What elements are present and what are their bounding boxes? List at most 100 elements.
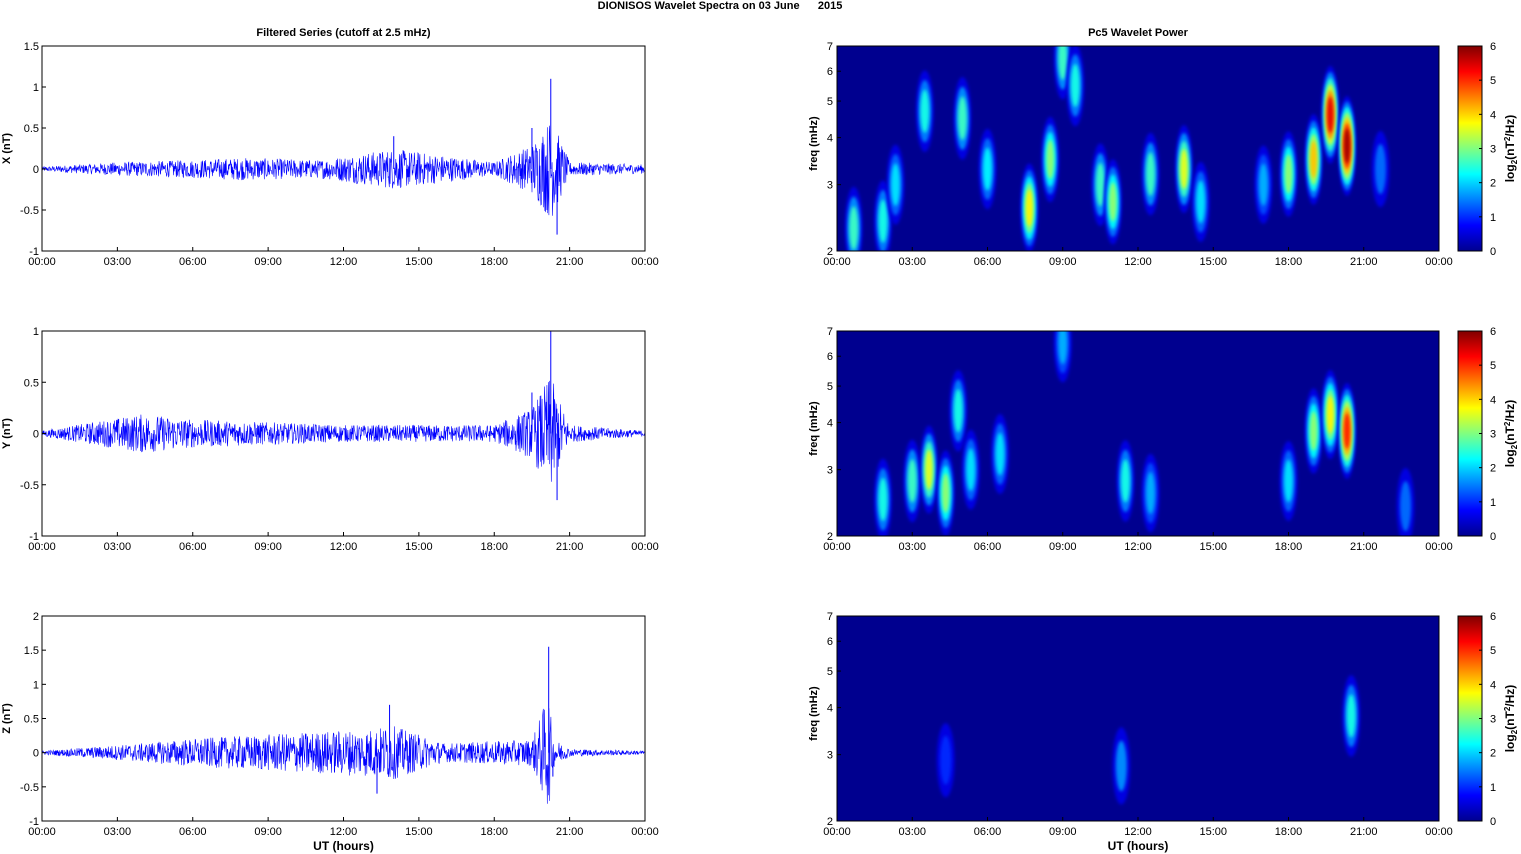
- ts-xtick-label: 09:00: [254, 826, 282, 838]
- colorbar-tick-label: 1: [1490, 212, 1496, 224]
- wv-xtick-label: 06:00: [974, 826, 1002, 838]
- ytick-label: 0.5: [24, 123, 39, 135]
- power-blob: [1284, 459, 1293, 503]
- timeseries-panel-2: -1 -0.5 0 0.5 1 00:00 03:00 06:00 09:00 12:00 15:0…: [1, 326, 659, 553]
- ytick-label: 6: [827, 66, 833, 78]
- colorbar-tick-label: 4: [1490, 394, 1496, 406]
- power-blob: [1343, 412, 1351, 449]
- ts-xtick-label: 00:00: [631, 826, 659, 838]
- ylabel: Y (nT): [1, 418, 13, 449]
- xlabel: UT (hours): [313, 839, 374, 853]
- power-blob: [1309, 411, 1318, 451]
- colorbar-label: log2(nT2/Hz): [1503, 115, 1519, 183]
- power-blob: [1400, 481, 1412, 532]
- power-blob: [1046, 139, 1054, 180]
- signal-trace: [41, 125, 646, 216]
- ytick-label: -1: [29, 246, 39, 258]
- wv-xtick-label: 12:00: [1124, 541, 1152, 553]
- colorbar-gradient: [1457, 45, 1483, 252]
- power-blob: [1284, 154, 1293, 194]
- xlabel: UT (hours): [1108, 839, 1169, 853]
- colorbar-tick-label: 2: [1490, 748, 1496, 760]
- ytick-label: 0: [33, 429, 39, 441]
- ytick-label: 3: [827, 750, 833, 762]
- wv-xtick-label: 18:00: [1275, 541, 1303, 553]
- power-blob: [995, 432, 1005, 476]
- power-blob: [1121, 459, 1130, 503]
- ytick-label: 1: [33, 82, 39, 94]
- ytick-label: 7: [827, 326, 833, 338]
- ts-xtick-label: 21:00: [556, 256, 584, 268]
- ts-xtick-label: 03:00: [104, 826, 132, 838]
- power-blob: [941, 473, 950, 513]
- ts-xtick-label: 03:00: [104, 256, 132, 268]
- ts-xtick-label: 06:00: [179, 826, 207, 838]
- ytick-label: 6: [827, 636, 833, 648]
- ts-xtick-label: 00:00: [631, 541, 659, 553]
- ts-xtick-label: 21:00: [556, 541, 584, 553]
- ylabel: Z (nT): [1, 703, 13, 734]
- power-blob: [966, 448, 976, 491]
- ts-xtick-label: 09:00: [254, 541, 282, 553]
- power-blob: [1196, 180, 1206, 224]
- power-blobs: [844, 46, 1390, 251]
- power-blob: [1374, 143, 1386, 195]
- colorbar-tick-label: 2: [1490, 463, 1496, 475]
- ts-xtick-label: 12:00: [330, 826, 358, 838]
- power-blob: [1058, 331, 1068, 365]
- colorbar-label: log2(nT2/Hz): [1503, 685, 1519, 753]
- wavelet-panel-1: 2 3 4 5 6 7 00:00 03:00 06:00 09:00 12:00 15:00 18:0…: [808, 27, 1519, 268]
- wv-xtick-label: 00:00: [1425, 826, 1453, 838]
- ytick-label: 3: [827, 180, 833, 192]
- colorbar-gradient: [1457, 615, 1483, 822]
- colorbar-tick-label: 3: [1490, 429, 1496, 441]
- wavelet-panel-3: 2 3 4 5 6 7 00:00 03:00 06:00 09:00 12:00 15:00 18:0…: [808, 611, 1519, 853]
- plot-area: [42, 46, 645, 251]
- colorbar-gradient: [1457, 330, 1483, 537]
- power-blob: [891, 163, 900, 206]
- signal-trace: [41, 708, 646, 804]
- colorbar-tick-label: 4: [1490, 109, 1496, 121]
- power-blob: [1058, 46, 1068, 80]
- heatmap-background: [837, 616, 1439, 821]
- ytick-label: 4: [827, 703, 833, 715]
- power-blob: [1096, 162, 1105, 207]
- signal-trace: [41, 380, 646, 482]
- ytick-label: 2: [827, 816, 833, 828]
- power-blob: [920, 89, 930, 133]
- power-blobs: [936, 675, 1361, 805]
- ylabel: freq (mHz): [808, 686, 820, 741]
- figure-title: DIONISOS Wavelet Spectra on 03 June 2015: [598, 0, 843, 12]
- ylabel: X (nT): [1, 133, 13, 164]
- power-blob: [878, 199, 888, 243]
- wv-xtick-label: 18:00: [1275, 256, 1303, 268]
- ytick-label: -1: [29, 816, 39, 828]
- wv-xtick-label: 12:00: [1124, 256, 1152, 268]
- wv-xtick-label: 21:00: [1350, 256, 1378, 268]
- power-blob: [1327, 96, 1334, 133]
- ytick-label: 5: [827, 666, 833, 678]
- wv-xtick-label: 21:00: [1350, 826, 1378, 838]
- ts-xtick-label: 00:00: [28, 826, 56, 838]
- ts-xtick-label: 12:00: [330, 256, 358, 268]
- colorbar-tick-label: 3: [1490, 144, 1496, 156]
- power-blob: [907, 459, 917, 503]
- ytick-label: 4: [827, 418, 833, 430]
- colorbar-tick-label: 3: [1490, 714, 1496, 726]
- power-blob: [1326, 396, 1334, 434]
- ytick-label: 0: [33, 164, 39, 176]
- ts-xtick-label: 00:00: [28, 541, 56, 553]
- power-blob: [1310, 140, 1317, 179]
- colorbar-tick-label: 1: [1490, 497, 1496, 509]
- ytick-label: 5: [827, 96, 833, 108]
- ylabel: freq (mHz): [808, 401, 820, 456]
- colorbar-tick-label: 2: [1490, 178, 1496, 190]
- wv-xtick-label: 00:00: [823, 541, 851, 553]
- wv-xtick-label: 00:00: [823, 826, 851, 838]
- power-blob: [878, 477, 888, 522]
- colorbar-tick-label: 0: [1490, 246, 1496, 258]
- ytick-label: 2: [33, 611, 39, 623]
- ts-xtick-label: 15:00: [405, 541, 433, 553]
- ytick-label: 6: [827, 351, 833, 363]
